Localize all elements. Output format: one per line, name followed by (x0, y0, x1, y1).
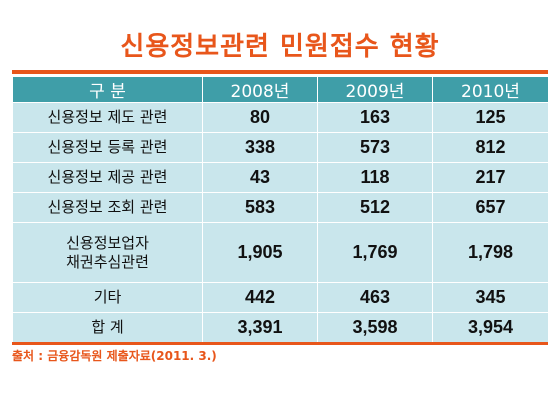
row-label: 신용정보 조회 관련 (12, 192, 203, 223)
header-row: 구 분 2008년 2009년 2010년 (12, 76, 549, 103)
cell-value: 657 (432, 192, 549, 223)
row-label: 합 계 (12, 312, 203, 343)
cell-value: 43 (202, 162, 318, 193)
cell-value: 463 (317, 282, 433, 313)
cell-value: 125 (432, 102, 549, 133)
header-cell-category: 구 분 (12, 76, 203, 103)
cell-value: 118 (317, 162, 433, 193)
cell-value: 442 (202, 282, 318, 313)
cell-value: 1,798 (432, 222, 549, 283)
cell-value: 573 (317, 132, 433, 163)
cell-value: 583 (202, 192, 318, 223)
cell-value: 80 (202, 102, 318, 133)
cell-value: 812 (432, 132, 549, 163)
cell-value: 3,954 (432, 312, 549, 343)
header-cell-2009: 2009년 (317, 76, 433, 103)
cell-value: 3,598 (317, 312, 433, 343)
row-label: 신용정보 등록 관련 (12, 132, 203, 163)
table-row: 신용정보 제도 관련 80 163 125 (12, 102, 549, 133)
source-note: 출처 : 금융감독원 제출자료(2011. 3.) (12, 342, 548, 364)
data-table: 구 분 2008년 2009년 2010년 신용정보 제도 관련 80 163 … (12, 76, 549, 343)
table-row-total: 합 계 3,391 3,598 3,954 (12, 312, 549, 343)
cell-value: 163 (317, 102, 433, 133)
row-label: 신용정보 제도 관련 (12, 102, 203, 133)
title-underline (12, 70, 548, 74)
table-row: 신용정보 조회 관련 583 512 657 (12, 192, 549, 223)
cell-value: 512 (317, 192, 433, 223)
cell-value: 3,391 (202, 312, 318, 343)
chart-title: 신용정보관련 민원접수 현황 (120, 32, 440, 62)
table-row: 신용정보업자 채권추심관련 1,905 1,769 1,798 (12, 222, 549, 283)
cell-value: 1,769 (317, 222, 433, 283)
row-label: 신용정보 제공 관련 (12, 162, 203, 193)
row-label: 신용정보업자 채권추심관련 (12, 222, 203, 283)
table-row: 신용정보 제공 관련 43 118 217 (12, 162, 549, 193)
cell-value: 1,905 (202, 222, 318, 283)
cell-value: 338 (202, 132, 318, 163)
cell-value: 345 (432, 282, 549, 313)
table-row: 기타 442 463 345 (12, 282, 549, 313)
header-cell-2008: 2008년 (202, 76, 318, 103)
row-label: 기타 (12, 282, 203, 313)
table-row: 신용정보 등록 관련 338 573 812 (12, 132, 549, 163)
header-cell-2010: 2010년 (432, 76, 549, 103)
cell-value: 217 (432, 162, 549, 193)
